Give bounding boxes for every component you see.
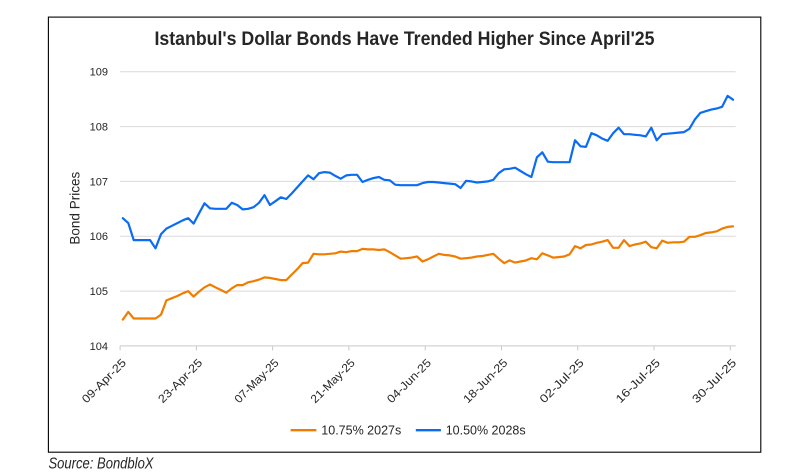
- svg-text:Istanbul's Dollar Bonds Have T: Istanbul's Dollar Bonds Have Trended Hig…: [155, 29, 655, 50]
- svg-text:104: 104: [90, 341, 108, 353]
- svg-text:106: 106: [90, 231, 108, 243]
- svg-text:Bond Prices: Bond Prices: [68, 172, 83, 245]
- svg-text:10.50% 2028s: 10.50% 2028s: [446, 424, 526, 438]
- svg-text:107: 107: [90, 176, 108, 188]
- svg-text:105: 105: [90, 286, 108, 298]
- svg-text:108: 108: [90, 122, 108, 134]
- svg-text:109: 109: [90, 67, 108, 79]
- svg-text:Source: BondbloX: Source: BondbloX: [49, 455, 155, 472]
- svg-text:10.75% 2027s: 10.75% 2027s: [321, 424, 401, 438]
